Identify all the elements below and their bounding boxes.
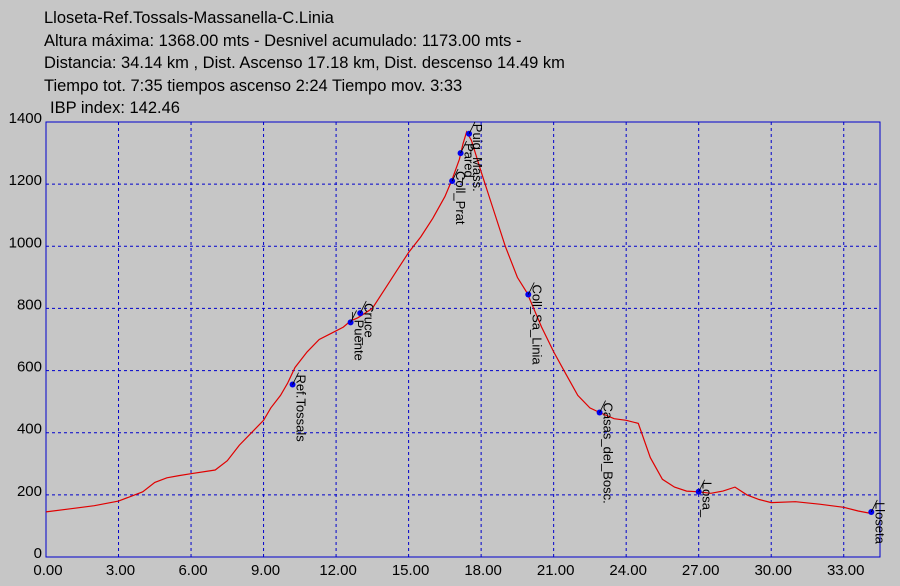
waypoint-leader <box>870 499 878 513</box>
waypoint: Pared_ <box>457 140 477 186</box>
waypoint-leader <box>451 168 459 182</box>
waypoint-label: Casas_del_Bosc. <box>601 403 616 504</box>
plot-frame <box>45 121 881 558</box>
elevation-summary: Altura máxima: 1368.00 mts - Desnivel ac… <box>44 31 522 50</box>
waypoint-leader <box>460 140 467 154</box>
waypoint: Casas_del_Bosc. <box>596 400 616 504</box>
waypoint-leader <box>292 372 299 385</box>
x-tick-label: 24.00 <box>609 562 647 579</box>
y-tick-label: 200 <box>17 483 42 500</box>
waypoint-label: Puig_Mass. <box>470 124 485 192</box>
waypoint-leader <box>468 121 476 134</box>
waypoint-leader <box>527 282 535 295</box>
time-summary: Tiempo tot. 7:35 tiempos ascenso 2:24 Ti… <box>44 76 463 95</box>
y-tick-label: 0 <box>34 545 42 562</box>
waypoint-label: Losa_ <box>700 482 715 518</box>
grid-layer <box>46 122 880 557</box>
waypoint: Lloseta <box>868 499 887 545</box>
x-tick-label: 3.00 <box>106 562 135 579</box>
x-tick-label: 12.00 <box>319 562 357 579</box>
waypoint-label: Lloseta <box>872 502 887 545</box>
waypoint-label: Cruce_ <box>361 303 376 346</box>
x-tick-label: 0.00 <box>33 562 62 579</box>
y-tick-label: 1000 <box>9 234 42 251</box>
x-tick-label: 9.00 <box>251 562 280 579</box>
waypoint: Coll_Sa_Linia <box>525 282 544 365</box>
y-tick-label: 1400 <box>9 110 42 127</box>
waypoint-label: Coll_Prat <box>453 171 468 225</box>
x-tick-label: 27.00 <box>682 562 720 579</box>
waypoint: Ref.Tossals <box>289 372 309 443</box>
waypoint: Coll_Prat <box>449 168 468 225</box>
waypoint-label: Ref.Tossals <box>294 375 309 443</box>
y-tick-label: 400 <box>17 421 42 438</box>
x-tick-label: 30.00 <box>754 562 792 579</box>
waypoint-label: Coll_Sa_Linia <box>529 284 544 365</box>
y-tick-label: 1200 <box>9 172 42 189</box>
waypoint-leader <box>698 479 706 492</box>
waypoint: Puig_Mass. <box>466 121 485 192</box>
waypoint: _Puente <box>347 310 367 361</box>
waypoint-label: Pared_ <box>462 143 477 186</box>
x-tick-label: 15.00 <box>392 562 430 579</box>
waypoint: Cruce_ <box>357 300 376 346</box>
y-axis-ticks: 0 200 400 600 800 1000 1200 1400 <box>9 110 42 562</box>
waypoint-label: _Puente <box>352 311 367 360</box>
waypoint-leader <box>350 310 357 323</box>
ibp-index: IBP index: 142.46 <box>50 99 180 117</box>
x-tick-label: 33.00 <box>827 562 865 579</box>
track-title: Lloseta-Ref.Tossals-Massanella-C.Linia <box>44 9 334 27</box>
y-tick-label: 600 <box>17 359 42 376</box>
waypoint-leader <box>599 400 606 413</box>
distance-summary: Distancia: 34.14 km , Dist. Ascenso 17.1… <box>44 54 565 72</box>
x-tick-label: 18.00 <box>464 562 502 579</box>
y-tick-label: 800 <box>17 296 42 313</box>
track-info-panel: Lloseta-Ref.Tossals-Massanella-C.Linia A… <box>44 7 565 120</box>
x-axis-ticks: 0.00 3.00 6.00 9.00 12.00 15.00 18.00 21.00 24.0… <box>33 562 864 579</box>
waypoint-leader <box>359 300 367 314</box>
x-tick-label: 6.00 <box>178 562 207 579</box>
x-tick-label: 21.00 <box>537 562 575 579</box>
waypoint: Losa_ <box>695 479 715 518</box>
